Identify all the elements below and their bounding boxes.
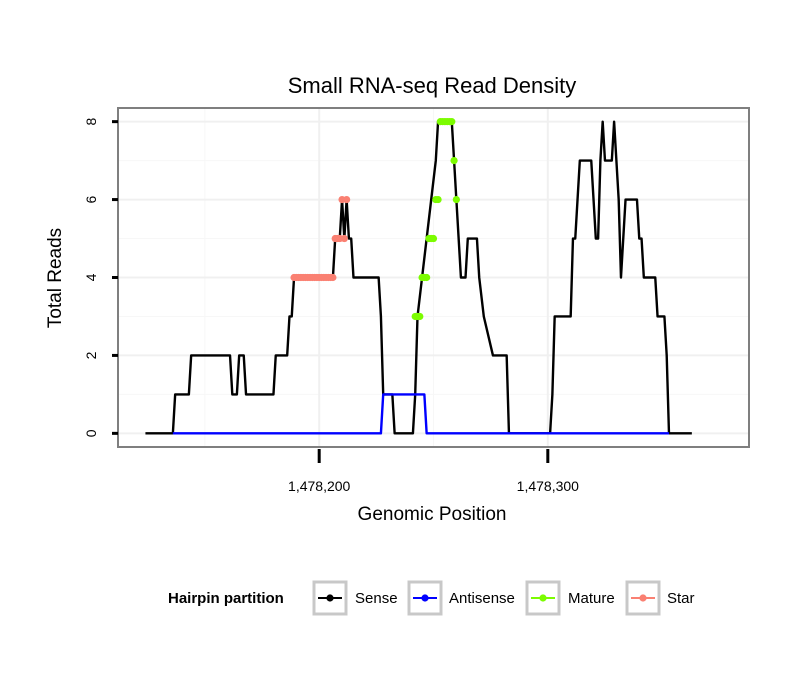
y-tick-label: 6 (83, 195, 99, 203)
data-point-star (343, 195, 351, 204)
series-line-sense (145, 120, 692, 435)
series-line-antisense (172, 393, 669, 435)
data-point-mature (434, 195, 442, 204)
legend-dot-antisense (421, 594, 429, 602)
data-point-mature (416, 312, 424, 321)
y-tick-label: 4 (83, 273, 99, 281)
data-point-mature (450, 157, 458, 165)
legend-label-sense: Sense (355, 590, 398, 607)
data-point-mature (429, 234, 438, 243)
legend-label-antisense: Antisense (449, 590, 515, 607)
y-tick-label: 2 (83, 351, 99, 359)
data-point-star (329, 273, 337, 282)
data-point-mature (452, 195, 460, 204)
x-tick-label: 1,478,300 (517, 478, 579, 494)
x-axis-label: Genomic Position (358, 504, 507, 525)
legend-dot-mature (539, 594, 547, 602)
y-axis-label: Total Reads (45, 228, 66, 328)
legend-title: Hairpin partition (168, 590, 284, 607)
legend-dot-sense (326, 594, 334, 602)
y-tick-label: 0 (83, 429, 99, 437)
legend: Hairpin partition Sense Antisense Mature St… (168, 580, 695, 616)
legend-label-mature: Mature (568, 590, 615, 607)
y-tick-label: 8 (83, 118, 99, 126)
data-point-mature (448, 118, 456, 126)
legend-label-star: Star (667, 590, 695, 607)
legend-dot-star (639, 594, 647, 602)
data-point-mature (423, 273, 431, 282)
axes: 0 2 4 6 8 1,478,200 1,478,300 (83, 118, 579, 494)
chart-title: Small RNA-seq Read Density (288, 73, 577, 98)
series-layer (145, 118, 692, 435)
data-point-star (340, 234, 348, 243)
x-tick-label: 1,478,200 (288, 478, 350, 494)
